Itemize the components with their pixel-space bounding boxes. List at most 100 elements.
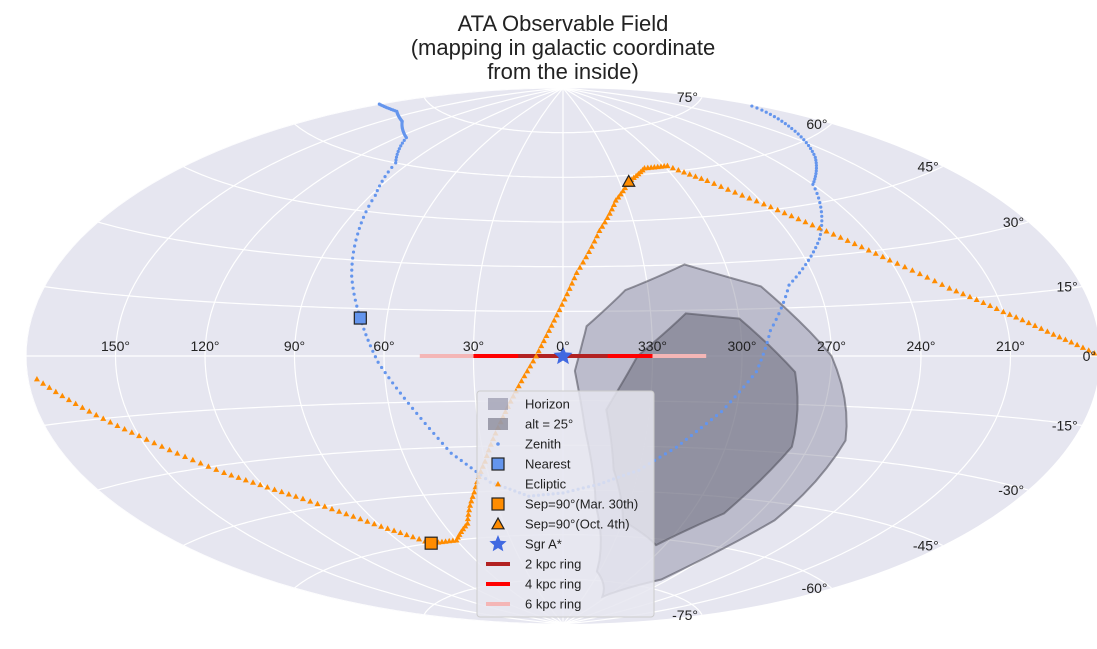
zenith-point (814, 246, 818, 250)
zenith-point (811, 182, 815, 186)
ecliptic-point (350, 513, 357, 519)
zenith-point (361, 215, 366, 219)
zenith-point (373, 193, 377, 197)
zenith-point (394, 158, 398, 162)
nearest-marker (353, 311, 367, 325)
zenith-point (814, 158, 818, 162)
ecliptic-point (865, 247, 872, 253)
zenith-point (772, 115, 776, 119)
ecliptic-point (760, 200, 767, 207)
legend-label: alt = 25° (525, 417, 573, 432)
ecliptic-point (566, 285, 573, 291)
ecliptic-point (953, 287, 960, 294)
ecliptic-point (466, 506, 473, 513)
legend-swatch (491, 497, 505, 511)
ecliptic-point (136, 432, 143, 439)
ecliptic-point (901, 263, 908, 270)
ecliptic-point (739, 192, 746, 198)
zenith-point (704, 422, 709, 426)
lat-tick-label: -60° (802, 580, 828, 596)
ecliptic-point (681, 169, 688, 175)
zenith-point (359, 221, 363, 225)
zenith-point (351, 256, 355, 260)
ecliptic-point (781, 209, 788, 216)
ecliptic-point (1074, 341, 1081, 348)
legend-label: Sgr A* (525, 537, 562, 552)
zenith-point (432, 431, 436, 436)
ecliptic-point (1006, 311, 1013, 317)
sep-90-oct-4th--marker (621, 174, 636, 187)
ecliptic-point (465, 511, 472, 517)
ecliptic-point (527, 362, 534, 369)
legend-swatch (496, 442, 500, 446)
zenith-point (781, 300, 786, 304)
ecliptic-point (561, 296, 568, 302)
ecliptic-point (52, 388, 59, 395)
zenith-point (368, 344, 373, 348)
zenith-point (394, 161, 398, 165)
ecliptic-point (409, 533, 416, 540)
zenith-point (709, 418, 714, 422)
zenith-point (370, 199, 374, 203)
ecliptic-point (1000, 308, 1007, 315)
zenith-point (419, 416, 423, 421)
meridian-line (562, 88, 922, 624)
ecliptic-point (830, 231, 837, 237)
zenith-point (783, 122, 787, 126)
legend-label: 2 kpc ring (525, 557, 581, 572)
zenith-point (813, 187, 817, 191)
ecliptic-point (250, 479, 257, 485)
ecliptic-point (292, 493, 299, 499)
ecliptic-point (86, 408, 93, 414)
ecliptic-point (65, 396, 72, 403)
zenith-point (814, 169, 818, 173)
ecliptic-point (456, 531, 463, 537)
ecliptic-point (384, 525, 391, 531)
zenith-point (796, 132, 800, 136)
zenith-point (813, 155, 817, 159)
ecliptic-point (851, 240, 858, 247)
zenith-point (794, 275, 798, 279)
lat-tick-label: -15° (1052, 417, 1078, 433)
zenith-point (391, 381, 395, 385)
ecliptic-point (556, 306, 563, 313)
zenith-point (819, 210, 824, 214)
zenith-point (679, 441, 684, 445)
ecliptic-point (594, 232, 601, 239)
ecliptic-point (802, 218, 809, 225)
ecliptic-point (753, 198, 760, 204)
zenith-point (674, 445, 679, 449)
zenith-point (669, 448, 673, 453)
zenith-point (729, 400, 733, 404)
zenith-point (750, 104, 754, 108)
legend-label: Sep=90°(Oct. 4th) (525, 517, 630, 532)
legend-box (476, 390, 655, 618)
zenith-point (459, 458, 463, 463)
zenith-point (801, 267, 805, 271)
zenith-point (449, 451, 453, 455)
lon-tick-label: 150° (101, 338, 130, 354)
zenith-point (764, 110, 768, 114)
ecliptic-point (378, 523, 385, 529)
ecliptic-point (257, 481, 264, 488)
ecliptic-point (521, 372, 528, 379)
zenith-point (809, 254, 813, 258)
ecliptic-point (235, 474, 242, 480)
ecliptic-point (299, 495, 306, 502)
lat-tick-label: 75° (677, 89, 698, 105)
ecliptic-point (571, 274, 578, 281)
ecliptic-point (271, 486, 278, 492)
ecliptic-point (987, 302, 994, 308)
ecliptic-point (364, 518, 371, 524)
zenith-point (410, 406, 415, 410)
ecliptic-point (530, 357, 537, 364)
zenith-point (804, 141, 808, 145)
ecliptic-point (416, 535, 423, 542)
ecliptic-point (314, 500, 321, 507)
legend-swatch (490, 516, 506, 530)
ecliptic-point (464, 515, 471, 522)
legend-swatch (488, 398, 508, 410)
zenith-point (350, 268, 354, 272)
ecliptic-point (795, 215, 802, 222)
